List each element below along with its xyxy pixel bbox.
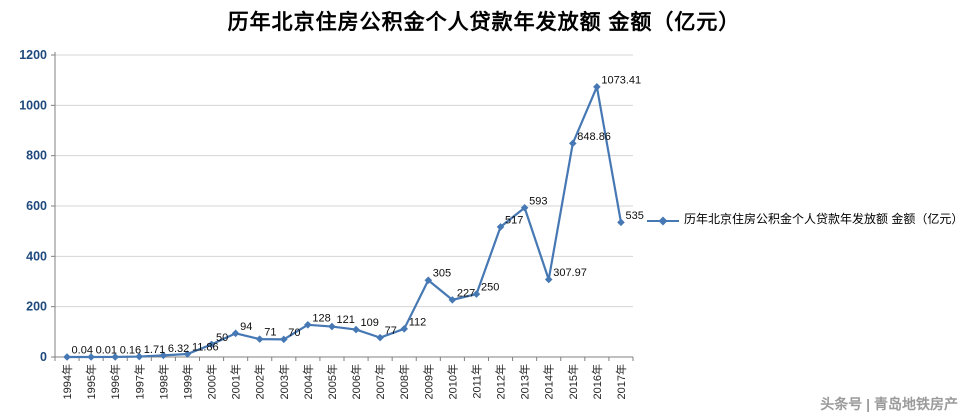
x-tick-label: 2001年 — [229, 364, 243, 399]
data-label: 0.16 — [120, 344, 141, 356]
data-label: 109 — [361, 317, 379, 329]
x-tick-label: 1998年 — [156, 364, 170, 399]
data-label: 0.04 — [72, 344, 93, 356]
y-tick-label: 0 — [40, 350, 47, 364]
data-label: 77 — [385, 325, 397, 337]
watermark: 头条号 | 青岛地铁房产 — [820, 396, 958, 412]
x-tick-label: 2009年 — [421, 364, 435, 399]
data-label: 70 — [288, 327, 300, 339]
data-point-marker — [352, 325, 360, 334]
y-tick-label: 1200 — [19, 48, 47, 62]
x-tick-label: 2012年 — [494, 364, 508, 399]
data-point-marker — [400, 325, 409, 333]
x-tick-label: 2005年 — [325, 364, 339, 399]
x-tick-label: 2013年 — [518, 364, 532, 399]
data-point-marker — [111, 353, 120, 361]
data-point-marker — [255, 335, 264, 343]
data-label: 250 — [481, 282, 499, 294]
x-tick-label: 2007年 — [373, 364, 387, 399]
data-point-marker — [376, 333, 384, 342]
data-point-marker — [304, 320, 312, 329]
data-point-marker — [279, 335, 288, 344]
data-label: 1073.41 — [601, 74, 641, 86]
data-point-marker — [424, 276, 433, 285]
data-point-marker — [472, 290, 481, 298]
data-label: 593 — [529, 195, 547, 207]
data-point-marker — [544, 275, 553, 284]
y-tick-label: 1000 — [19, 98, 47, 112]
data-point-marker — [448, 296, 457, 304]
data-label: 94 — [240, 321, 252, 333]
x-tick-label: 2002年 — [253, 364, 267, 399]
data-point-marker — [207, 340, 216, 349]
x-tick-label: 2000年 — [205, 364, 219, 399]
x-tick-label: 2010年 — [445, 364, 459, 399]
x-tick-label: 2003年 — [277, 364, 291, 399]
y-tick-label: 400 — [26, 249, 47, 263]
y-tick-label: 600 — [26, 199, 47, 213]
data-label: 517 — [505, 214, 523, 226]
y-tick-label: 800 — [26, 149, 47, 163]
data-label: 305 — [433, 268, 451, 280]
data-label: 112 — [409, 316, 427, 328]
data-point-marker — [231, 329, 240, 338]
data-point-marker — [496, 223, 505, 231]
x-tick-label: 2008年 — [397, 364, 411, 399]
data-label: 1.71 — [144, 344, 165, 356]
data-label: 0.01 — [96, 344, 117, 356]
data-label: 535 — [625, 210, 643, 222]
data-label: 128 — [312, 312, 330, 324]
data-point-marker — [520, 203, 529, 212]
data-label: 50 — [216, 332, 228, 344]
data-point-marker — [87, 353, 95, 361]
data-label: 6.32 — [168, 343, 189, 355]
legend-label: 历年北京住房公积金个人贷款年发放额 金额（亿元） — [684, 212, 964, 226]
x-tick-label: 2015年 — [566, 364, 580, 399]
x-tick-label: 2016年 — [590, 364, 604, 399]
data-point-marker — [159, 351, 168, 360]
data-point-marker — [183, 350, 192, 358]
series-line — [67, 85, 623, 359]
x-tick-label: 1994年 — [60, 364, 74, 399]
x-tick-label: 2004年 — [301, 364, 315, 399]
data-point-marker — [63, 353, 71, 361]
data-point-marker — [568, 139, 577, 148]
data-point-marker — [135, 352, 144, 361]
data-label: 11.86 — [192, 342, 219, 354]
chart-title: 历年北京住房公积金个人贷款年发放额 金额（亿元） — [227, 11, 741, 34]
x-tick-label: 1996年 — [108, 364, 122, 399]
x-tick-label: 1999年 — [180, 364, 194, 399]
data-label: 121 — [336, 314, 354, 326]
data-point-marker — [328, 322, 336, 331]
x-tick-label: 1997年 — [132, 364, 146, 399]
legend-line-marker-icon — [647, 216, 679, 226]
data-label: 227 — [457, 287, 475, 299]
legend: 历年北京住房公积金个人贷款年发放额 金额（亿元） — [646, 211, 964, 227]
x-tick-label: 2006年 — [349, 364, 363, 399]
x-tick-label: 2014年 — [542, 364, 556, 399]
x-tick-label: 2011年 — [469, 364, 483, 399]
x-tick-label: 2017年 — [614, 364, 628, 399]
data-label: 307.97 — [553, 267, 587, 279]
data-label: 71 — [264, 327, 276, 339]
y-tick-label: 200 — [26, 300, 47, 314]
data-point-marker — [617, 218, 625, 227]
x-tick-label: 1995年 — [84, 364, 98, 399]
data-point-marker — [593, 83, 601, 91]
data-label: 848.86 — [577, 131, 611, 143]
